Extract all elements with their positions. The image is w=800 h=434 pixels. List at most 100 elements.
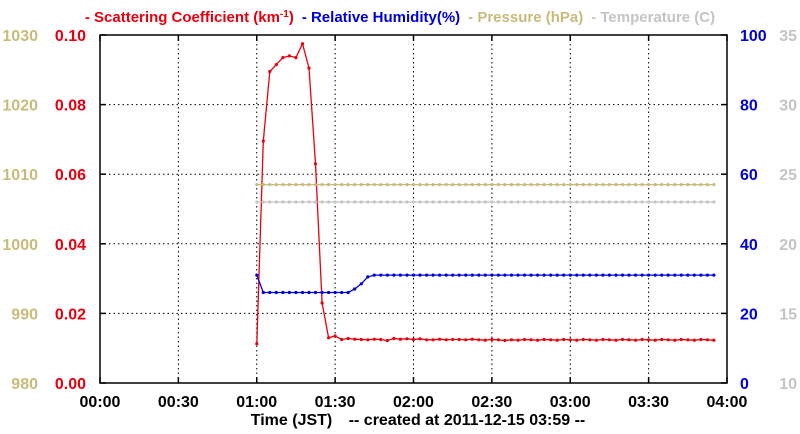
scatter-point	[549, 338, 553, 342]
scatter-point	[660, 337, 664, 342]
pressure-point	[379, 183, 383, 187]
temp-point	[346, 200, 350, 204]
temp-point	[647, 200, 651, 204]
pressure-point	[470, 183, 474, 187]
temp-point	[483, 200, 487, 204]
rh-point	[444, 273, 448, 277]
pressure-point	[268, 183, 272, 187]
scatter-point	[261, 139, 265, 143]
scatter-point	[294, 56, 298, 60]
rh-point	[620, 273, 625, 277]
rh-point	[385, 273, 389, 277]
scatter-axis-tick-label: 0.10	[55, 28, 86, 45]
scatter-point	[640, 337, 644, 342]
scatter-point	[607, 338, 612, 342]
rh-point	[562, 273, 566, 277]
scatter-point	[620, 337, 625, 342]
pressure-point	[594, 183, 599, 187]
scatter-point	[673, 338, 677, 342]
rh-axis-tick-label: 80	[740, 98, 758, 115]
rh-point	[483, 273, 487, 277]
rh-point	[516, 273, 520, 277]
temp-point	[660, 200, 664, 204]
pressure-axis-tick-label: 980	[11, 376, 38, 393]
scatter-point	[536, 338, 540, 342]
pressure-point	[549, 183, 553, 187]
scatter-point	[581, 337, 585, 342]
scatter-point	[516, 338, 520, 342]
rh-point	[705, 273, 710, 277]
scatter-point	[353, 337, 357, 341]
temp-point	[712, 200, 716, 204]
temp-point	[340, 200, 344, 204]
scatter-point	[372, 337, 376, 341]
scatter-point	[542, 337, 546, 342]
rh-point	[542, 273, 546, 277]
scatter-point	[692, 338, 696, 342]
temp-point	[575, 200, 579, 204]
temp-point	[385, 200, 389, 204]
pressure-point	[372, 183, 376, 187]
series-layer	[255, 41, 716, 346]
scatter-point	[340, 337, 344, 342]
scatter-point	[300, 42, 305, 46]
temp-axis-tick-label: 30	[779, 98, 797, 115]
x-axis-label: Time (JST) -- created at 2011-12-15 03:5…	[251, 412, 586, 429]
pressure-point	[640, 183, 644, 187]
rh-point	[464, 273, 468, 277]
x-tick-label: 00:30	[158, 394, 199, 411]
rh-point	[418, 273, 422, 277]
scatter-point	[366, 338, 370, 342]
scatter-point	[431, 338, 435, 342]
scatter-point	[346, 336, 350, 341]
temp-point	[699, 200, 703, 204]
rh-point	[438, 273, 442, 277]
rh-point	[294, 290, 298, 295]
rh-point	[568, 273, 572, 277]
rh-point	[575, 273, 579, 277]
pressure-point	[679, 183, 683, 187]
pressure-point	[418, 183, 422, 187]
rh-point	[346, 290, 350, 295]
rh-point	[588, 273, 592, 277]
rh-point	[281, 290, 285, 295]
scatter-point	[274, 63, 278, 67]
pressure-point	[451, 183, 455, 187]
legend-entry-temp: - Temperature (C)	[591, 9, 715, 26]
x-tick-label: 02:00	[393, 394, 434, 411]
rh-point	[366, 275, 370, 279]
pressure-point	[477, 183, 481, 187]
scatter-point	[470, 337, 474, 341]
pressure-point	[464, 183, 468, 187]
scatter-point	[444, 338, 448, 342]
scatter-point	[313, 162, 318, 166]
temp-point	[268, 200, 272, 204]
scatter-point	[575, 338, 579, 342]
pressure-point	[614, 183, 618, 187]
pressure-point	[562, 183, 566, 187]
rh-axis-tick-label: 100	[740, 28, 767, 45]
rh-point	[327, 290, 331, 295]
temp-point	[438, 200, 442, 204]
rh-series-line	[256, 274, 714, 294]
pressure-point	[346, 183, 350, 187]
rh-point	[496, 273, 500, 277]
scatter-point	[490, 337, 494, 342]
pressure-point	[431, 183, 435, 187]
pressure-axis-tick-label: 990	[11, 306, 38, 323]
temp-point	[529, 200, 533, 204]
pressure-point	[620, 183, 625, 187]
temp-point	[516, 200, 520, 204]
scatter-point	[425, 338, 429, 342]
pressure-point	[660, 183, 664, 187]
pressure-point	[320, 183, 324, 187]
pressure-point	[503, 183, 507, 187]
rh-point	[529, 273, 533, 277]
temp-point	[522, 200, 527, 204]
legend-entry-scatter: - Scattering Coefficient (km	[85, 9, 280, 26]
pressure-point	[307, 183, 311, 187]
temp-point	[607, 200, 612, 204]
temp-point	[588, 200, 592, 204]
temp-point	[405, 200, 409, 204]
